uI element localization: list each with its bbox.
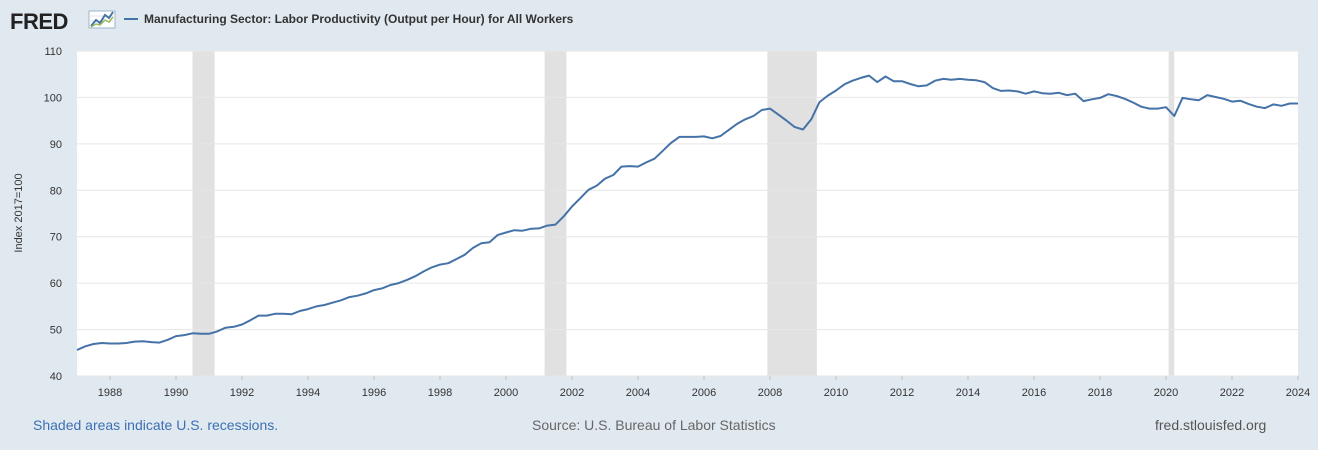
x-tick-label: 1998 bbox=[428, 387, 452, 399]
x-tick-label: 1992 bbox=[230, 387, 254, 399]
y-tick-label: 60 bbox=[50, 278, 62, 290]
y-tick-label: 40 bbox=[50, 371, 62, 383]
y-tick-label: 110 bbox=[44, 46, 62, 58]
x-tick-label: 2020 bbox=[1154, 387, 1178, 399]
x-tick-label: 2000 bbox=[494, 387, 518, 399]
recession-shade bbox=[544, 51, 567, 376]
y-tick-label: 90 bbox=[50, 139, 62, 151]
gridlines bbox=[77, 50, 1298, 377]
recession-shade bbox=[1168, 51, 1175, 376]
x-tick-label: 2008 bbox=[758, 387, 782, 399]
plot-area bbox=[77, 51, 1298, 376]
recession-shade bbox=[192, 51, 215, 376]
recession-note-link[interactable]: Shaded areas indicate U.S. recessions. bbox=[33, 417, 279, 433]
x-tick-label: 2010 bbox=[824, 387, 848, 399]
fred-logo-text: FRED bbox=[10, 9, 68, 34]
site-url: fred.stlouisfed.org bbox=[1155, 417, 1267, 433]
fred-logo-graph-icon bbox=[88, 10, 116, 29]
x-tick-label: 2006 bbox=[692, 387, 716, 399]
source-text: Source: U.S. Bureau of Labor Statistics bbox=[532, 417, 776, 433]
x-tick-label: 1988 bbox=[98, 387, 122, 399]
y-tick-label: 80 bbox=[50, 185, 62, 197]
legend-label: Manufacturing Sector: Labor Productivity… bbox=[144, 12, 574, 26]
x-tick-label: 2014 bbox=[956, 387, 980, 399]
x-tick-label: 1994 bbox=[296, 387, 320, 399]
x-tick-label: 2016 bbox=[1022, 387, 1046, 399]
recession-shade bbox=[767, 51, 817, 376]
legend[interactable]: Manufacturing Sector: Labor Productivity… bbox=[124, 12, 574, 26]
y-tick-label: 100 bbox=[44, 92, 62, 104]
series-line bbox=[76, 74, 1298, 351]
x-tick-label: 2002 bbox=[560, 387, 584, 399]
x-tick-label: 2004 bbox=[626, 387, 650, 399]
y-axis-ticks: 40 50 60 70 80 90 100 110 bbox=[44, 46, 62, 383]
y-axis-title: Index 2017=100 bbox=[13, 173, 25, 252]
x-axis-ticks: 1988 1990 1992 1994 1996 1998 2000 2002 2004 2006… bbox=[98, 376, 1310, 399]
x-tick-label: 2022 bbox=[1220, 387, 1244, 399]
x-tick-label: 1990 bbox=[164, 387, 188, 399]
x-tick-label: 2024 bbox=[1286, 387, 1310, 399]
x-tick-label: 1996 bbox=[362, 387, 386, 399]
y-tick-label: 70 bbox=[50, 232, 62, 244]
recession-shades bbox=[192, 51, 1175, 376]
x-tick-label: 2012 bbox=[890, 387, 914, 399]
x-tick-label: 2018 bbox=[1088, 387, 1112, 399]
fred-logo[interactable]: FRED bbox=[10, 9, 116, 34]
y-tick-label: 50 bbox=[50, 325, 62, 337]
